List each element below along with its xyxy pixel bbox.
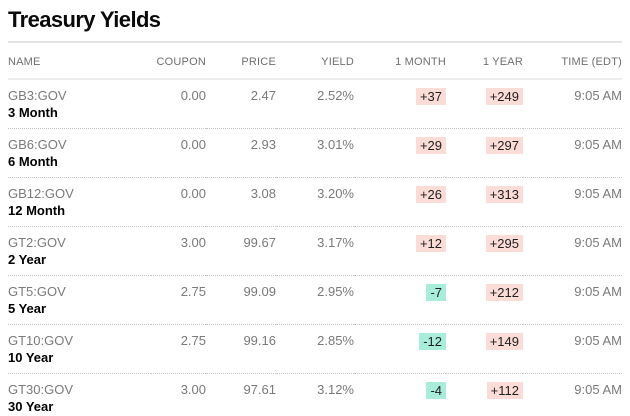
table-header-row: NAME COUPON PRICE YIELD 1 MONTH 1 YEAR T… (8, 43, 622, 79)
name-cell: GT5:GOV 5 Year (8, 276, 151, 325)
one-year-change-badge: +313 (485, 186, 523, 203)
ticker-link[interactable]: GB3:GOV (8, 88, 67, 103)
table-row: GB12:GOV 12 Month 0.00 3.08 3.20% +26 +3… (8, 178, 622, 227)
coupon-value: 0.00 (180, 137, 206, 152)
one-year-change-cell: +112 (446, 374, 523, 416)
one-year-change-cell: +295 (446, 227, 523, 276)
tenor-label: 10 Year (8, 350, 54, 365)
one-month-change-badge: +12 (415, 235, 446, 252)
column-header-1-year: 1 YEAR (482, 56, 523, 68)
coupon-value: 3.00 (180, 382, 206, 397)
tenor-label: 3 Month (8, 105, 58, 120)
yield-value: 2.85% (317, 333, 354, 348)
one-month-change-badge: -7 (426, 284, 446, 301)
name-cell: GB12:GOV 12 Month (8, 178, 151, 227)
one-year-change-cell: +297 (446, 129, 523, 178)
column-header-yield: YIELD (321, 56, 354, 68)
tenor-label: 30 Year (8, 399, 54, 414)
treasury-yields-widget: Treasury Yields NAME COUPON PRICE YIELD … (0, 7, 630, 416)
time-value: 9:05 AM (574, 235, 622, 250)
time-value: 9:05 AM (574, 284, 622, 299)
price-value: 99.67 (243, 235, 276, 250)
price-value: 99.16 (243, 333, 276, 348)
time-value: 9:05 AM (574, 333, 622, 348)
price-value: 99.09 (243, 284, 276, 299)
ticker-link[interactable]: GT10:GOV (8, 333, 74, 348)
column-header-coupon: COUPON (156, 56, 206, 68)
title-divider (8, 41, 622, 43)
one-year-change-badge: +212 (485, 284, 523, 301)
one-month-change-cell: -12 (354, 325, 446, 374)
one-month-change-cell: +26 (354, 178, 446, 227)
one-month-change-cell: +12 (354, 227, 446, 276)
coupon-value: 0.00 (180, 186, 206, 201)
table-row: GT10:GOV 10 Year 2.75 99.16 2.85% -12 +1… (8, 325, 622, 374)
ticker-link[interactable]: GT30:GOV (8, 382, 74, 397)
one-year-change-cell: +149 (446, 325, 523, 374)
column-header-1-month: 1 MONTH (395, 56, 446, 68)
one-year-change-badge: +249 (485, 88, 523, 105)
yield-value: 3.01% (317, 137, 354, 152)
one-year-change-badge: +112 (486, 382, 523, 399)
one-month-change-cell: +29 (354, 129, 446, 178)
one-month-change-cell: -4 (354, 374, 446, 416)
one-year-change-badge: +297 (485, 137, 523, 154)
tenor-label: 5 Year (8, 301, 47, 316)
one-month-change-badge: -4 (426, 382, 446, 399)
ticker-link[interactable]: GB12:GOV (8, 186, 74, 201)
ticker-link[interactable]: GB6:GOV (8, 137, 67, 152)
one-month-change-cell: +37 (354, 79, 446, 129)
name-cell: GT2:GOV 2 Year (8, 227, 151, 276)
price-value: 2.47 (250, 88, 276, 103)
tenor-label: 12 Month (8, 203, 66, 218)
name-cell: GB3:GOV 3 Month (8, 79, 151, 129)
one-year-change-cell: +249 (446, 79, 523, 129)
price-value: 97.61 (243, 382, 276, 397)
ticker-link[interactable]: GT2:GOV (8, 235, 66, 250)
tenor-label: 6 Month (8, 154, 58, 169)
table-row: GT5:GOV 5 Year 2.75 99.09 2.95% -7 +212 … (8, 276, 622, 325)
one-month-change-badge: +26 (415, 186, 446, 203)
yield-value: 3.12% (317, 382, 354, 397)
price-value: 2.93 (250, 137, 276, 152)
one-month-change-cell: -7 (354, 276, 446, 325)
time-value: 9:05 AM (574, 137, 622, 152)
one-year-change-cell: +313 (446, 178, 523, 227)
name-cell: GT10:GOV 10 Year (8, 325, 151, 374)
table-row: GT2:GOV 2 Year 3.00 99.67 3.17% +12 +295… (8, 227, 622, 276)
column-header-time: TIME (EDT) (561, 56, 622, 68)
time-value: 9:05 AM (574, 186, 622, 201)
one-month-change-badge: +29 (415, 137, 446, 154)
one-year-change-badge: +295 (485, 235, 523, 252)
one-year-change-badge: +149 (485, 333, 523, 350)
table-row: GB6:GOV 6 Month 0.00 2.93 3.01% +29 +297… (8, 129, 622, 178)
coupon-value: 0.00 (180, 88, 206, 103)
page-title: Treasury Yields (8, 7, 161, 32)
treasury-yields-table: NAME COUPON PRICE YIELD 1 MONTH 1 YEAR T… (8, 43, 622, 416)
name-cell: GT30:GOV 30 Year (8, 374, 151, 416)
one-year-change-cell: +212 (446, 276, 523, 325)
coupon-value: 2.75 (180, 284, 206, 299)
column-header-price: PRICE (241, 56, 276, 68)
coupon-value: 3.00 (180, 235, 206, 250)
yield-value: 2.95% (317, 284, 354, 299)
yield-value: 2.52% (317, 88, 354, 103)
one-month-change-badge: -12 (419, 333, 446, 350)
price-value: 3.08 (250, 186, 276, 201)
name-cell: GB6:GOV 6 Month (8, 129, 151, 178)
column-header-name: NAME (8, 56, 41, 68)
ticker-link[interactable]: GT5:GOV (8, 284, 66, 299)
table-row: GT30:GOV 30 Year 3.00 97.61 3.12% -4 +11… (8, 374, 622, 416)
time-value: 9:05 AM (574, 88, 622, 103)
coupon-value: 2.75 (180, 333, 206, 348)
yield-value: 3.17% (317, 235, 354, 250)
tenor-label: 2 Year (8, 252, 47, 267)
one-month-change-badge: +37 (415, 88, 446, 105)
time-value: 9:05 AM (574, 382, 622, 397)
table-row: GB3:GOV 3 Month 0.00 2.47 2.52% +37 +249… (8, 79, 622, 129)
yield-value: 3.20% (317, 186, 354, 201)
